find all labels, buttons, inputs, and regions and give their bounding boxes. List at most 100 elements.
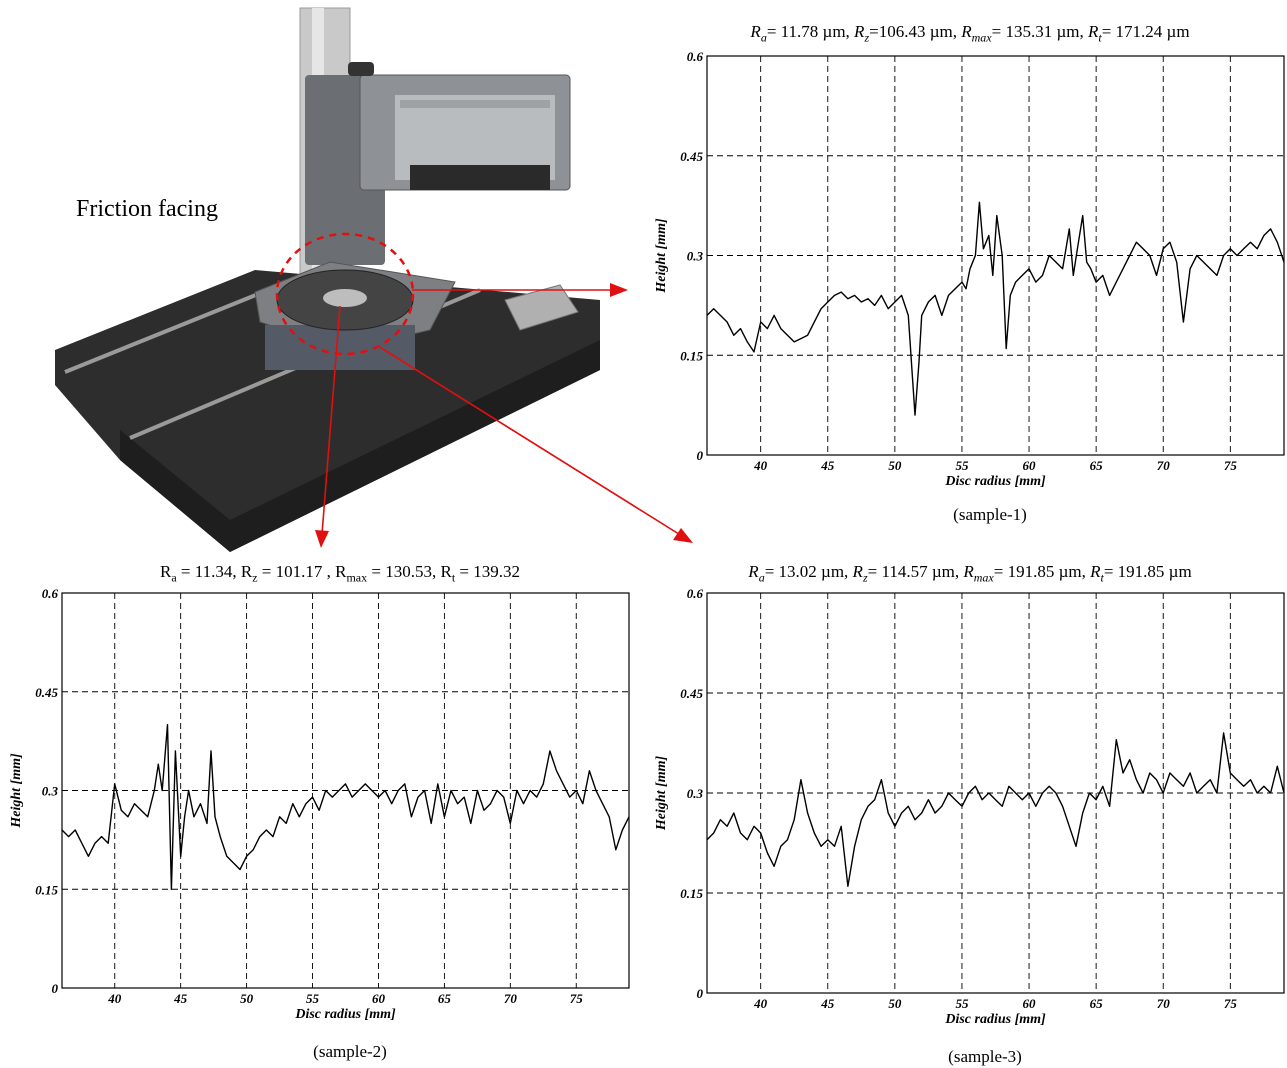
x-tick-label: 40 (107, 991, 122, 1006)
title-part: R (963, 562, 974, 581)
y-tick-label: 0.6 (687, 586, 704, 601)
arrow-sample-3 (377, 345, 683, 537)
title-part: R (748, 562, 759, 581)
profile-line (706, 732, 1285, 887)
knob (348, 62, 374, 76)
x-tick-label: 40 (753, 458, 768, 473)
chart-2-caption: (sample-2) (313, 1042, 387, 1061)
x-tick-label: 60 (372, 991, 386, 1006)
y-tick-label: 0 (697, 986, 704, 1001)
x-tick-label: 70 (504, 991, 518, 1006)
y-tick-label: 0.3 (687, 786, 704, 801)
x-axis-label: Disc radius [mm] (944, 474, 1046, 489)
y-tick-label: 0.3 (42, 784, 59, 799)
arrows (315, 283, 693, 548)
title-part: R (854, 22, 865, 41)
y-axis-label: Height [mm] (9, 753, 24, 829)
chart-3-caption: (sample-3) (948, 1047, 1022, 1066)
title-part: = 191.85 µm, (993, 562, 1091, 581)
title-part: = 11.34, (176, 562, 241, 581)
title-part: R (335, 562, 347, 581)
y-tick-label: 0.15 (35, 882, 58, 897)
x-tick-label: 65 (1090, 996, 1104, 1011)
title-part: z (862, 570, 868, 585)
y-axis-label: Height [mm] (654, 218, 669, 294)
title-part: R (159, 562, 172, 581)
chart-1-title: Ra= 11.78 µm, Rz=106.43 µm, Rmax= 135.31… (660, 22, 1280, 45)
y-tick-label: 0.45 (680, 686, 703, 701)
title-part: R (852, 562, 863, 581)
arrow-sample-1-head (610, 283, 628, 297)
x-tick-label: 50 (240, 991, 254, 1006)
title-part: a (171, 570, 177, 585)
x-tick-label: 65 (1090, 458, 1104, 473)
xy-table-base (265, 325, 415, 370)
title-part: R (1090, 562, 1101, 581)
title-part: = 11.78 µm, (766, 22, 855, 41)
title-part: = 101.17 , (257, 562, 336, 581)
highlight-circle (275, 232, 415, 356)
x-tick-label: 50 (888, 996, 902, 1011)
title-part: = 114.57 µm, (867, 562, 964, 581)
x-tick-label: 45 (820, 996, 835, 1011)
y-tick-label: 0.15 (680, 348, 703, 363)
title-part: R (240, 562, 253, 581)
x-axis-label: Disc radius [mm] (294, 1007, 396, 1022)
chart-2-title: Ra = 11.34, Rz = 101.17 , Rmax = 130.53,… (40, 562, 640, 585)
x-tick-label: 55 (306, 991, 320, 1006)
y-tick-label: 0.6 (687, 49, 704, 64)
title-part: R (750, 22, 761, 41)
title-part: =106.43 µm, (869, 22, 962, 41)
friction-facing-label: Friction facing (76, 196, 218, 222)
title-part: = 171.24 µm (1101, 22, 1190, 41)
chart-3-title: Ra= 13.02 µm, Rz= 114.57 µm, Rmax= 191.8… (660, 562, 1280, 585)
x-tick-label: 50 (888, 458, 902, 473)
x-tick-label: 65 (438, 991, 452, 1006)
title-part: = 191.85 µm (1103, 562, 1192, 581)
title-part: t (1098, 30, 1102, 45)
arrow-sample-2 (321, 305, 341, 535)
arrow-sample-3-head (673, 528, 693, 543)
title-part: R (1087, 22, 1099, 41)
x-tick-label: 60 (1023, 996, 1037, 1011)
y-tick-label: 0 (52, 981, 59, 996)
title-part: a (760, 30, 767, 45)
granite-base (55, 270, 600, 552)
title-part: max (346, 570, 368, 585)
plot-frame (706, 592, 1285, 994)
y-tick-label: 0 (697, 448, 704, 463)
profile-line (706, 201, 1285, 416)
probe-arm (410, 165, 550, 190)
arrow-sample-2-head (315, 530, 329, 548)
x-tick-label: 70 (1157, 996, 1171, 1011)
friction-disc-hole (323, 289, 367, 307)
y-tick-label: 0.45 (35, 685, 58, 700)
title-part: t (451, 570, 456, 585)
y-tick-label: 0.3 (687, 249, 704, 264)
y-tick-label: 0.15 (680, 886, 703, 901)
title-part: z (864, 30, 870, 45)
x-tick-label: 55 (955, 996, 969, 1011)
drive-unit-vents (400, 100, 550, 108)
plot-frame (61, 592, 630, 989)
x-tick-label: 45 (173, 991, 188, 1006)
profile-line (61, 724, 630, 890)
y-tick-label: 0.6 (42, 586, 59, 601)
x-tick-label: 75 (1224, 996, 1238, 1011)
y-axis-label: Height [mm] (654, 756, 669, 832)
title-part: t (1100, 570, 1104, 585)
x-tick-label: 60 (1023, 458, 1037, 473)
x-tick-label: 75 (570, 991, 584, 1006)
title-part: = 13.02 µm, (764, 562, 853, 581)
title-part: max (973, 570, 994, 585)
title-part: a (758, 570, 765, 585)
title-part: = 130.53, (367, 562, 441, 581)
y-tick-label: 0.45 (680, 149, 703, 164)
title-part: = 135.31 µm, (991, 22, 1088, 41)
title-part: z (252, 570, 258, 585)
